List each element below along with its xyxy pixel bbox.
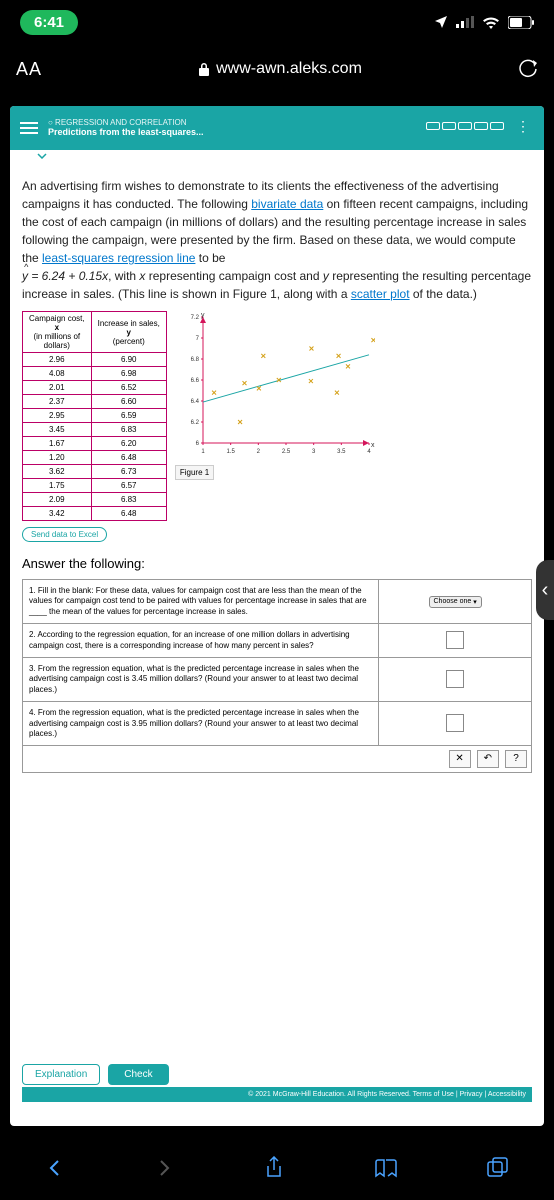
status-icons — [434, 15, 534, 29]
link-scatter[interactable]: scatter plot — [351, 287, 410, 301]
status-time: 6:41 — [20, 10, 78, 35]
problem-text: An advertising firm wishes to demonstrat… — [10, 163, 544, 311]
table-row: 2.376.60 — [23, 395, 167, 409]
collapse-tab[interactable] — [30, 149, 54, 163]
q4-input[interactable] — [446, 714, 464, 732]
help-button[interactable]: ? — [505, 750, 527, 768]
questions-table: 1. Fill in the blank: For these data, va… — [22, 579, 532, 773]
url-text: www-awn.aleks.com — [216, 60, 362, 78]
link-bivariate[interactable]: bivariate data — [251, 197, 323, 211]
svg-text:6.8: 6.8 — [191, 357, 200, 363]
svg-text:x: x — [371, 442, 375, 449]
page-content: ○ REGRESSION AND CORRELATION Predictions… — [10, 106, 544, 1126]
table-row: 3.456.83 — [23, 423, 167, 437]
table-row: 2.966.90 — [23, 353, 167, 367]
question-2: 2. According to the regression equation,… — [23, 624, 379, 658]
wifi-icon — [482, 16, 500, 29]
progress-indicator — [426, 122, 504, 130]
share-icon[interactable] — [264, 1156, 284, 1180]
svg-text:3.5: 3.5 — [337, 449, 346, 455]
svg-text:6.2: 6.2 — [191, 420, 200, 426]
menu-icon[interactable] — [20, 122, 38, 134]
q2-input[interactable] — [446, 631, 464, 649]
footer-text: © 2021 McGraw-Hill Education. All Rights… — [22, 1087, 532, 1102]
link-lsrl[interactable]: least-squares regression line — [42, 251, 195, 265]
svg-text:2.5: 2.5 — [282, 449, 291, 455]
browser-toolbar — [0, 1136, 554, 1200]
clear-button[interactable]: ✕ — [449, 750, 471, 768]
data-table: Campaign cost,x(in millions ofdollars) I… — [22, 311, 167, 521]
send-to-excel-button[interactable]: Send data to Excel — [22, 527, 107, 542]
svg-text:7: 7 — [196, 336, 200, 342]
text-size-button[interactable]: AA — [16, 59, 42, 80]
signal-icon — [456, 16, 474, 28]
status-bar: 6:41 — [0, 0, 554, 44]
question-3: 3. From the regression equation, what is… — [23, 657, 379, 701]
table-row: 2.956.59 — [23, 409, 167, 423]
location-icon — [434, 15, 448, 29]
tabs-icon[interactable] — [487, 1157, 509, 1179]
topic-category: ○ REGRESSION AND CORRELATION — [48, 118, 204, 128]
q3-input[interactable] — [446, 670, 464, 688]
url-bar[interactable]: www-awn.aleks.com — [58, 60, 502, 78]
svg-text:6: 6 — [196, 441, 200, 447]
svg-text:1.5: 1.5 — [226, 449, 235, 455]
svg-text:3: 3 — [312, 449, 316, 455]
answer-heading: Answer the following: — [10, 542, 544, 579]
topic-title: Predictions from the least-squares... — [48, 127, 204, 138]
table-row: 3.626.73 — [23, 465, 167, 479]
svg-text:1: 1 — [201, 449, 205, 455]
svg-text:6.6: 6.6 — [191, 378, 200, 384]
battery-icon — [508, 16, 534, 29]
bookmarks-icon[interactable] — [374, 1158, 398, 1178]
table-row: 4.086.98 — [23, 367, 167, 381]
scatter-figure: 6 6.2 6.4 6.6 6.8 7 7.2 1 1.5 2 2.5 3 3.5 4x y Figure … — [175, 311, 532, 480]
svg-text:6.4: 6.4 — [191, 399, 200, 405]
lock-icon — [198, 62, 210, 76]
table-row: 1.206.48 — [23, 451, 167, 465]
svg-text:2: 2 — [257, 449, 261, 455]
svg-text:y: y — [201, 312, 205, 319]
question-4: 4. From the regression equation, what is… — [23, 702, 379, 746]
svg-text:4: 4 — [367, 449, 371, 455]
side-handle[interactable]: ‹ — [536, 560, 554, 620]
svg-text:7.2: 7.2 — [191, 315, 200, 321]
more-icon[interactable]: ⋮ — [516, 118, 530, 135]
table-row: 1.756.57 — [23, 479, 167, 493]
browser-nav: AA www-awn.aleks.com — [0, 44, 554, 94]
table-row: 3.426.48 — [23, 507, 167, 521]
topic-bar: ○ REGRESSION AND CORRELATION Predictions… — [10, 106, 544, 150]
table-row: 2.096.83 — [23, 493, 167, 507]
explanation-button[interactable]: Explanation — [22, 1064, 100, 1085]
figure-label: Figure 1 — [175, 465, 214, 480]
forward-icon[interactable] — [154, 1158, 174, 1178]
back-icon[interactable] — [45, 1158, 65, 1178]
reload-icon[interactable] — [518, 59, 538, 79]
table-row: 2.016.52 — [23, 381, 167, 395]
q1-dropdown[interactable]: Choose one▾ — [429, 596, 482, 608]
check-button[interactable]: Check — [108, 1064, 168, 1085]
question-1: 1. Fill in the blank: For these data, va… — [23, 580, 379, 624]
undo-button[interactable]: ↶ — [477, 750, 499, 768]
table-row: 1.676.20 — [23, 437, 167, 451]
